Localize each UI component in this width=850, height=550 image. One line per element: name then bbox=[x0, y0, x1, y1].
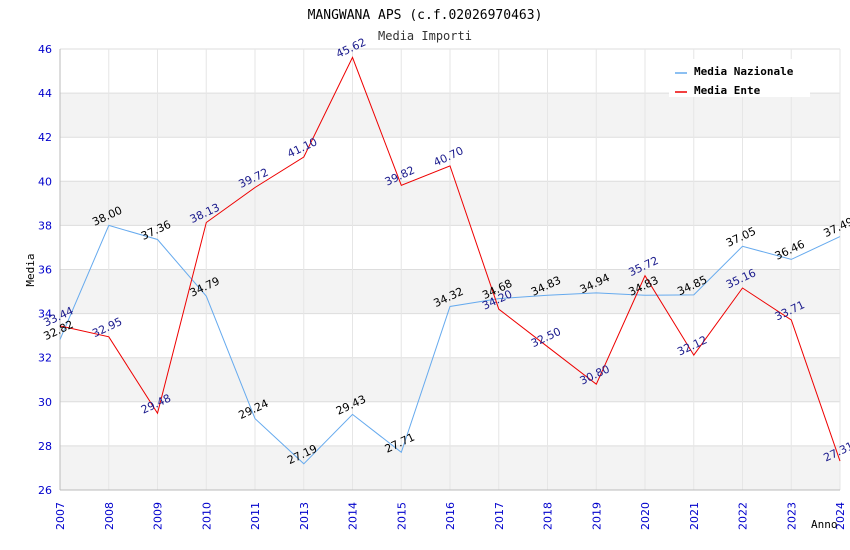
data-label-media-ente: 40.70 bbox=[431, 144, 465, 169]
x-tick-label: 2019 bbox=[590, 502, 603, 530]
series-group bbox=[59, 56, 841, 465]
y-tick-label: 46 bbox=[38, 43, 52, 56]
y-axis-label: Media bbox=[24, 253, 37, 286]
x-tick-label: 2013 bbox=[298, 502, 311, 530]
legend: Media Nazionale Media Ente bbox=[669, 59, 810, 97]
y-tick-label: 28 bbox=[38, 440, 52, 453]
legend-label-ente: Media Ente bbox=[694, 84, 761, 97]
x-axis-ticks: 2007 2008 2009 2010 2011 2013 2014 2015 2016 2017… bbox=[54, 502, 847, 530]
x-tick-label: 2018 bbox=[542, 502, 555, 530]
data-label-media-nazionale: 37.05 bbox=[724, 225, 758, 250]
x-tick-label: 2008 bbox=[103, 502, 116, 530]
x-tick-label: 2022 bbox=[737, 502, 750, 530]
x-tick-label: 2011 bbox=[249, 502, 262, 530]
x-tick-label: 2014 bbox=[347, 502, 360, 530]
y-tick-label: 26 bbox=[38, 484, 52, 497]
legend-label-nazionale: Media Nazionale bbox=[694, 65, 794, 78]
x-tick-label: 2015 bbox=[395, 502, 408, 530]
y-tick-label: 32 bbox=[38, 352, 52, 365]
y-tick-label: 34 bbox=[38, 308, 52, 321]
data-label-media-ente: 32.12 bbox=[675, 333, 709, 358]
chart-subtitle: Media Importi bbox=[378, 29, 472, 43]
series-line-media-nazionale bbox=[59, 224, 841, 465]
x-tick-label: 2007 bbox=[54, 502, 67, 530]
x-tick-label: 2020 bbox=[639, 502, 652, 530]
chart-title: MANGWANA APS (c.f.02026970463) bbox=[308, 8, 543, 23]
x-tick-label: 2023 bbox=[785, 502, 798, 530]
x-tick-label: 2016 bbox=[444, 502, 457, 530]
data-label-media-ente: 41.10 bbox=[285, 135, 319, 160]
grid-lines bbox=[59, 48, 841, 491]
series-line-media-ente bbox=[59, 56, 841, 462]
x-tick-label: 2017 bbox=[493, 502, 506, 530]
y-axis-ticks: 26 28 30 32 34 36 38 40 42 44 46 bbox=[38, 43, 52, 497]
data-label-media-ente: 32.50 bbox=[529, 325, 563, 350]
data-label-media-ente: 45.62 bbox=[334, 36, 368, 61]
y-tick-label: 40 bbox=[38, 175, 52, 188]
y-tick-label: 36 bbox=[38, 264, 52, 277]
legend-box bbox=[669, 59, 810, 97]
y-tick-label: 38 bbox=[38, 219, 52, 232]
y-tick-label: 44 bbox=[38, 87, 52, 100]
x-tick-label: 2021 bbox=[688, 502, 701, 530]
x-tick-label: 2024 bbox=[834, 502, 847, 530]
y-tick-label: 30 bbox=[38, 396, 52, 409]
y-tick-label: 42 bbox=[38, 131, 52, 144]
x-tick-label: 2010 bbox=[200, 502, 213, 530]
x-tick-label: 2009 bbox=[152, 502, 165, 530]
x-axis-label: Anno bbox=[811, 518, 838, 531]
